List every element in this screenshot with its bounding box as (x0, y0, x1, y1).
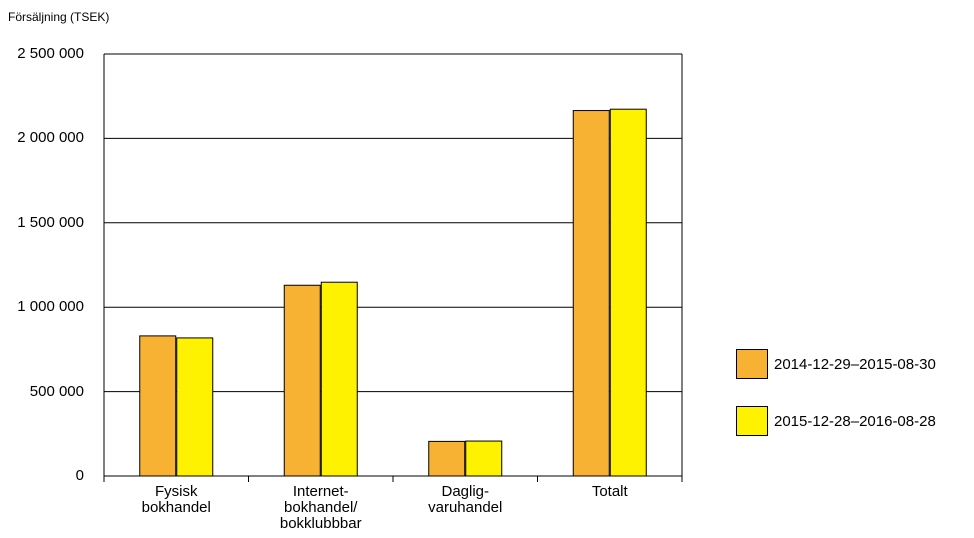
y-tick-label: 1 500 000 (17, 213, 84, 231)
y-tick-label: 2 000 000 (17, 129, 84, 147)
y-tick-label: 2 500 000 (17, 45, 84, 62)
bar (176, 337, 214, 477)
legend-swatch-series-2 (736, 406, 768, 436)
bar (609, 108, 647, 477)
bar (572, 110, 610, 477)
x-tick-label: Internet- bokhandel/ bokklubbbar (279, 483, 362, 532)
x-tick-label: Fysisk bokhandel (141, 483, 211, 516)
legend-swatch-series-1 (736, 349, 768, 379)
x-tick-label: Daglig- varuhandel (428, 483, 503, 516)
bar (139, 335, 177, 477)
legend-item-series-1: 2014-12-29–2015-08-30 (736, 348, 936, 380)
y-tick-label: 500 000 (29, 382, 84, 400)
legend-label-series-2: 2015-12-28–2016-08-28 (774, 412, 936, 430)
bar (283, 284, 321, 477)
y-tick-label: 0 (75, 467, 84, 484)
bar (428, 440, 466, 477)
x-tick-label: Totalt (591, 483, 628, 500)
legend-label-series-1: 2014-12-29–2015-08-30 (774, 355, 936, 373)
legend-item-series-2: 2015-12-28–2016-08-28 (736, 405, 936, 437)
bar (320, 281, 358, 477)
y-tick-label: 1 000 000 (17, 298, 84, 316)
bar (465, 440, 503, 477)
y-axis-label: Försäljning (TSEK) (8, 10, 110, 24)
